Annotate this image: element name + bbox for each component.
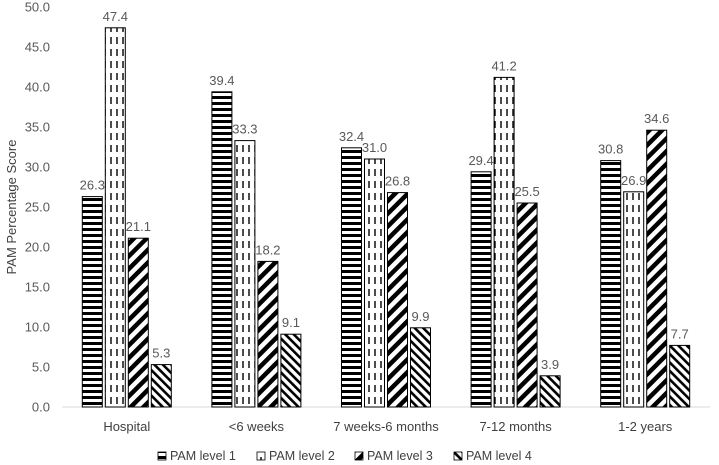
- bar-4-5: [669, 344, 691, 408]
- bar-4-2: [280, 333, 302, 408]
- data-label: 47.4: [103, 9, 128, 24]
- bar-1-3: [341, 147, 362, 408]
- x-category-label: 7-12 months: [479, 419, 552, 434]
- data-label: 25.5: [514, 184, 539, 199]
- bar-2-3: [364, 158, 385, 408]
- y-axis-ticks: 0.0 5.0 10.0 15.0 20.0 25.0 30.0 35.0 40.0 45.0 50…: [25, 0, 50, 415]
- bar-3-3: [387, 192, 408, 408]
- data-label: 31.0: [362, 140, 387, 155]
- data-label: 29.4: [468, 153, 493, 168]
- data-label: 34.6: [644, 111, 669, 126]
- y-tick-label: 15.0: [25, 280, 50, 295]
- legend-label: PAM level 1: [170, 449, 236, 463]
- bar-4-1: [150, 364, 172, 408]
- bar-3-2: [257, 260, 279, 408]
- x-category-label: <6 weeks: [229, 419, 285, 434]
- data-labels: 26.3 47.4 21.1 5.3 39.4 33.3 18.2 9.1 32.431.0 26…: [80, 9, 689, 372]
- legend: PAM level 1 PAM level 2 PAM level 3 PAM lev…: [157, 449, 532, 463]
- y-tick-label: 25.0: [25, 200, 50, 215]
- data-label: 21.1: [126, 219, 151, 234]
- bar-1-5: [600, 160, 622, 408]
- y-tick-label: 0.0: [32, 400, 50, 415]
- bar-1-2: [211, 91, 233, 408]
- x-category-label: Hospital: [103, 419, 150, 434]
- bar-4-3: [410, 327, 431, 408]
- legend-swatch: [157, 451, 167, 461]
- bar-3-1: [127, 237, 149, 408]
- data-label: 26.9: [621, 173, 646, 188]
- y-axis-title: PAM Percentage Score: [4, 140, 19, 275]
- data-label: 26.3: [80, 178, 105, 193]
- y-tick-label: 30.0: [25, 160, 50, 175]
- bar-2-4: [493, 76, 515, 408]
- bar-2-5: [623, 191, 645, 408]
- data-label: 9.1: [282, 315, 300, 330]
- data-label: 32.4: [339, 129, 364, 144]
- legend-label: PAM level 2: [269, 449, 335, 463]
- data-label: 9.9: [411, 309, 429, 324]
- x-axis-categories: Hospital <6 weeks 7 weeks-6 months 7-12 mon…: [103, 419, 672, 434]
- data-label: 18.2: [255, 242, 280, 257]
- y-tick-label: 20.0: [25, 240, 50, 255]
- data-label: 30.8: [598, 142, 623, 157]
- legend-label: PAM level 3: [367, 449, 433, 463]
- y-tick-label: 35.0: [25, 120, 50, 135]
- data-label: 7.7: [671, 326, 689, 341]
- bar-1-4: [470, 171, 492, 408]
- bar-series: [81, 27, 691, 408]
- data-label: 33.3: [232, 122, 257, 137]
- bar-3-5: [646, 129, 668, 408]
- legend-swatch: [354, 451, 364, 461]
- data-label: 26.8: [385, 174, 410, 189]
- bar-1-1: [81, 196, 103, 408]
- legend-swatch: [453, 451, 463, 461]
- data-label: 5.3: [152, 346, 170, 361]
- y-tick-label: 5.0: [32, 360, 50, 375]
- y-tick-label: 50.0: [25, 0, 50, 15]
- data-label: 41.2: [491, 58, 516, 73]
- bar-2-1: [104, 27, 126, 408]
- data-label: 3.9: [541, 357, 559, 372]
- legend-swatch: [256, 451, 266, 461]
- y-tick-label: 45.0: [25, 40, 50, 55]
- x-category-label: 7 weeks-6 months: [333, 419, 439, 434]
- x-category-label: 1-2 years: [618, 419, 673, 434]
- data-label: 39.4: [209, 73, 234, 88]
- legend-label: PAM level 4: [466, 449, 532, 463]
- bar-3-4: [516, 202, 538, 408]
- bar-4-4: [539, 375, 561, 408]
- bar-2-2: [234, 140, 256, 408]
- y-tick-label: 40.0: [25, 80, 50, 95]
- y-tick-label: 10.0: [25, 320, 50, 335]
